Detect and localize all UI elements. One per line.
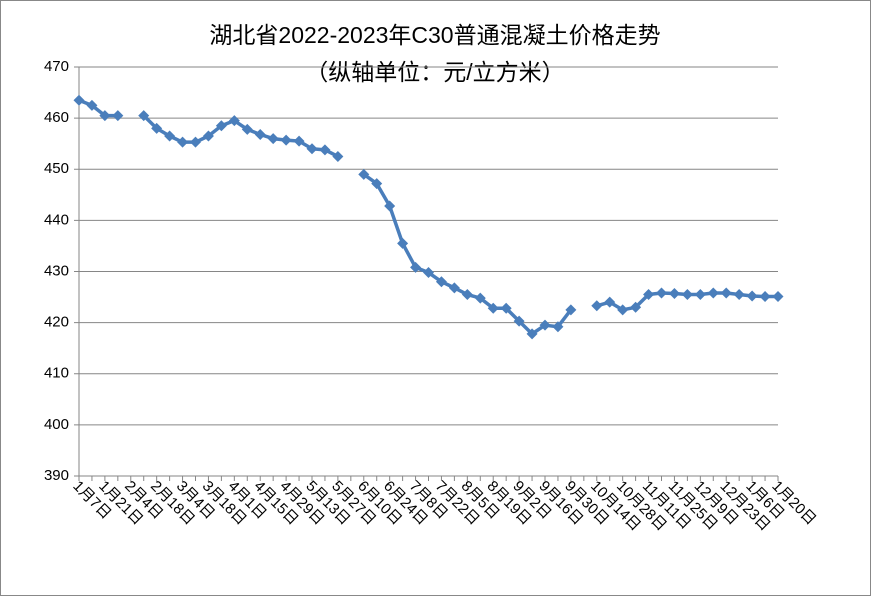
y-tick-label: 390 — [44, 467, 69, 484]
data-point — [617, 304, 629, 316]
data-point — [656, 287, 667, 299]
data-point — [759, 291, 771, 303]
data-point — [474, 292, 486, 304]
y-tick-label: 420 — [44, 314, 69, 331]
data-point — [681, 289, 693, 301]
y-tick-label: 410 — [44, 365, 69, 382]
data-point — [526, 328, 538, 340]
data-point — [319, 144, 331, 156]
data-point — [397, 237, 409, 249]
data-point — [332, 150, 344, 162]
series-line — [78, 98, 118, 118]
data-point — [371, 178, 383, 190]
data-point — [435, 276, 447, 288]
data-point — [190, 136, 201, 148]
data-point — [423, 267, 434, 279]
y-tick-label: 460 — [44, 109, 69, 126]
chart-title: 湖北省2022-2023年C30普通混凝土价格走势 — [209, 22, 660, 48]
data-point — [384, 200, 396, 212]
data-point — [267, 133, 279, 145]
data-point — [73, 94, 85, 106]
data-point — [746, 290, 758, 302]
y-tick-label: 400 — [44, 416, 69, 433]
y-tick-label: 470 — [44, 58, 69, 75]
data-point — [707, 287, 719, 299]
data-point — [112, 110, 124, 122]
data-point — [630, 301, 642, 313]
data-point — [487, 302, 499, 314]
data-point — [539, 319, 551, 331]
data-point — [565, 304, 577, 316]
series-line — [142, 114, 339, 159]
data-point — [552, 321, 564, 333]
data-point — [293, 135, 305, 147]
y-tick-label: 440 — [44, 211, 69, 228]
data-point — [306, 143, 318, 155]
data-point — [358, 168, 370, 180]
data-point — [448, 282, 460, 294]
data-point — [280, 134, 292, 146]
data-point — [500, 302, 512, 314]
data-point — [720, 287, 732, 299]
data-point — [604, 296, 616, 308]
data-point — [591, 300, 603, 312]
data-point — [461, 289, 473, 301]
data-point — [177, 136, 189, 148]
data-point — [694, 289, 706, 301]
data-point — [215, 120, 227, 132]
data-point — [241, 123, 253, 135]
data-point — [99, 110, 111, 122]
y-tick-label: 450 — [44, 160, 69, 177]
data-point — [86, 99, 98, 111]
data-point — [772, 291, 784, 303]
data-point — [643, 289, 655, 301]
data-point — [513, 315, 525, 327]
data-point — [164, 130, 176, 142]
data-point — [138, 110, 150, 122]
y-tick-label: 430 — [44, 262, 69, 279]
data-point — [733, 289, 745, 301]
data-point — [410, 261, 422, 273]
data-point — [151, 122, 163, 134]
chart-subtitle: （纵轴单位：元/立方米） — [305, 59, 564, 85]
data-point — [202, 130, 214, 142]
data-point — [254, 128, 266, 140]
data-point — [228, 115, 240, 127]
data-point — [668, 287, 680, 299]
